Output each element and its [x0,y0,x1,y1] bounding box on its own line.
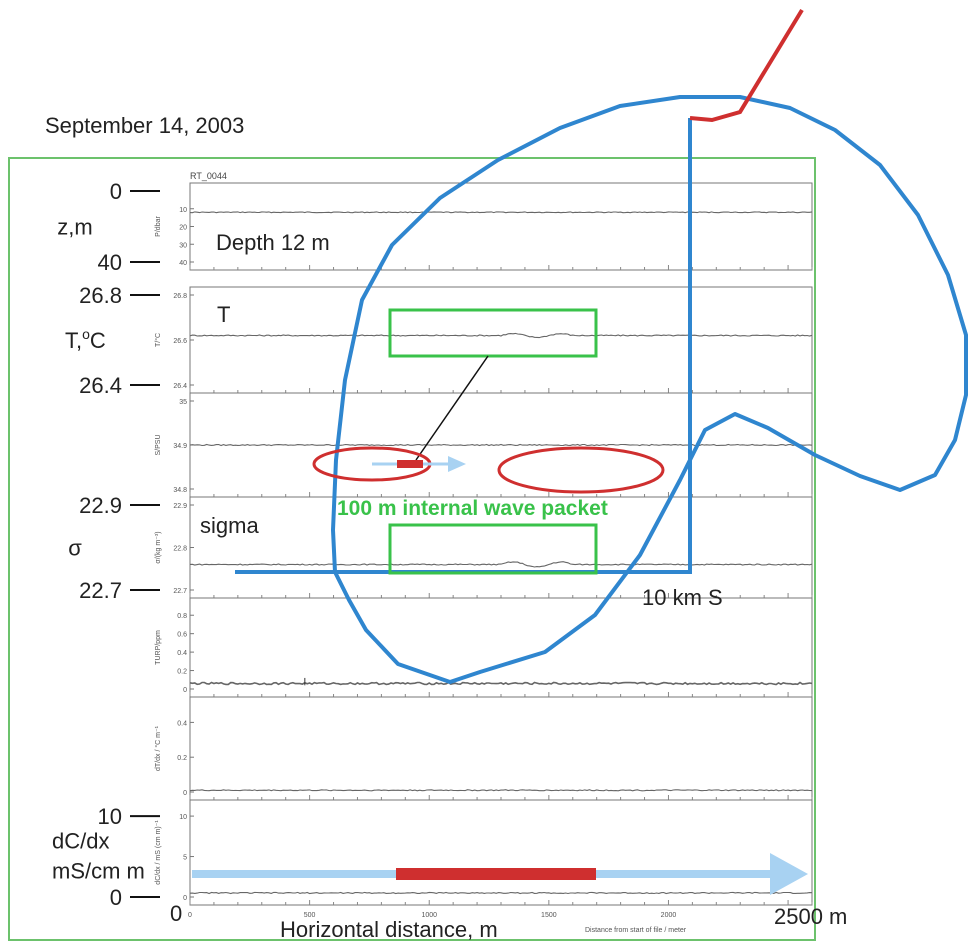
y-tick-label: 35 [179,399,187,406]
x-axis: 0 500 1000 1500 2000 0 Distance from start of … [170,901,687,934]
x-tick-label-zero: 0 [170,901,182,926]
y-tick-label: 10 [179,207,187,214]
outer-tick-label: 26.8 [79,283,122,308]
data-trace [189,891,813,895]
red-track-segment [689,8,804,123]
y-tick-label: 0.8 [177,613,187,620]
outer-tick-label: 0 [110,179,122,204]
y-tick-label: 40 [179,260,187,267]
packet-ellipse-large [497,446,665,494]
y-tick-label: 10 [179,814,187,821]
y-tick-label: 34.8 [173,487,187,494]
y-axis-label: P/dbar [155,216,162,237]
y-tick-label: 34.9 [173,443,187,450]
packet-annotation: 100 m internal wave packet [337,497,608,520]
y-axis-label: T/°C [154,333,162,347]
data-trace [189,561,813,568]
y-tick-label: 0.4 [177,650,187,657]
y-axis-label: dT/dx / °C m⁻¹ [154,725,162,771]
distance-arrow-head [770,853,808,895]
y-tick-label: 26.4 [173,383,187,390]
y-tick-label: 26.6 [173,338,187,345]
salinity-marker [397,460,423,468]
y-axis-label: TURP/ppm [155,630,162,665]
y-tick-label: 0.4 [177,720,187,727]
sigma-highlight-box [388,523,598,575]
y-axis-label: σ/(kg m⁻³) [155,531,162,563]
outer-tick-label: 26.4 [79,373,122,398]
y-tick-label: 0 [183,687,187,694]
outer-variable-label: dC/dx [52,829,109,854]
panels: 10203040P/dbar040z,m26.826.626.4T/°C26.8… [52,179,813,910]
outer-variable-label: σ [68,536,82,561]
x-tick-label: 1500 [541,912,557,919]
sigma-annotation: sigma [200,513,259,538]
data-trace [189,211,813,214]
y-tick-label: 0 [183,895,187,902]
x-tick-label: 0 [188,912,192,919]
temperature-highlight-box [388,308,598,358]
y-tick-label: 26.8 [173,293,187,300]
x-tick-label: 1000 [421,912,437,919]
ship-track-loop [331,95,968,684]
x-tick-label: 500 [304,912,316,919]
y-tick-label: 0.2 [177,669,187,676]
outer-tick-label: 22.9 [79,493,122,518]
x-axis-title: Distance from start of file / meter [585,927,687,934]
panel-frame [189,799,813,906]
panel-frame [189,182,813,271]
panel-frame [189,286,813,394]
packet-span-bar [396,868,596,880]
outer-variable-label: z,m [57,215,92,240]
y-axis-label: S/PSU [155,434,162,455]
salinity-arrow-head [448,456,466,472]
outer-tick-label: 40 [98,250,122,275]
outer-variable-label: T,oC [65,326,106,353]
data-trace [189,789,813,792]
y-tick-label: 5 [183,855,187,862]
y-tick-label: 0.6 [177,632,187,639]
track-distance-label: 10 km S [642,585,723,610]
ship-track-leg [235,118,692,574]
outer-tick-label: 10 [98,804,122,829]
y-tick-label: 22.8 [173,546,187,553]
y-tick-label: 20 [179,225,187,232]
x-tick-label: 2000 [661,912,677,919]
outer-variable-label: mS/cm m [52,859,145,884]
y-tick-label: 0.2 [177,755,187,762]
y-tick-label: 30 [179,242,187,249]
file-label: RT_0044 [190,171,227,181]
panel-frame [189,696,813,801]
y-tick-label: 0 [183,790,187,797]
temperature-annotation: T [217,302,230,327]
end-distance-label: 2500 m [774,904,847,929]
y-axis-label: dC/dx / mS (cm m)⁻¹ [155,820,162,885]
depth-annotation: Depth 12 m [216,230,330,255]
outer-tick-label: 0 [110,885,122,910]
callout-line [415,355,489,461]
outer-frame [8,157,816,941]
data-trace [189,681,813,686]
x-axis-label: Horizontal distance, m [280,917,498,942]
y-tick-label: 22.9 [173,503,187,510]
date-label: September 14, 2003 [45,113,244,138]
data-trace [189,332,813,339]
outer-tick-label: 22.7 [79,578,122,603]
y-tick-label: 22.7 [173,588,187,595]
data-trace [189,443,813,447]
